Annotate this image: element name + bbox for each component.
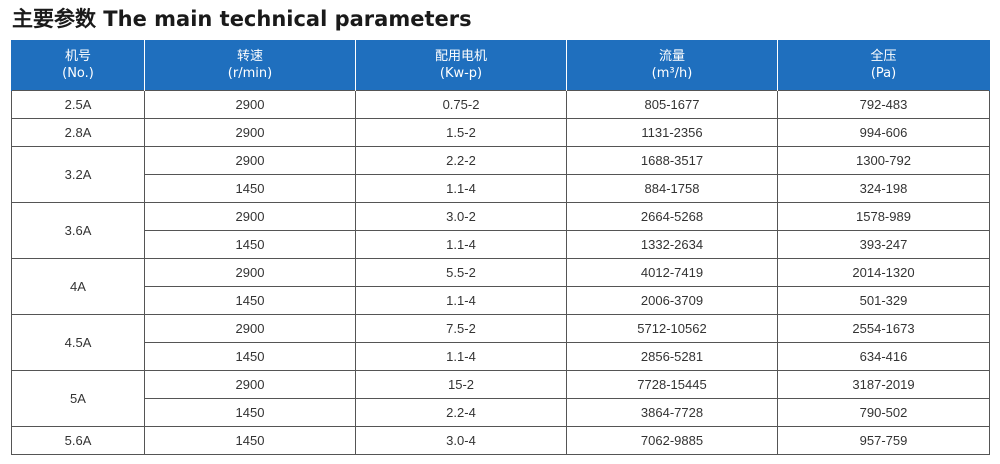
flow-cell: 1332-2634	[566, 230, 778, 259]
speed-cell: 2900	[144, 258, 356, 287]
header-flow-en: (m³/h)	[651, 66, 693, 81]
header-motor: 配用电机 (Kw-p)	[355, 40, 567, 91]
speed-cell: 1450	[144, 174, 356, 203]
speed-cell: 2900	[144, 314, 356, 343]
table-row: 2.5A 2900 0.75-2 805-1677 792-483	[11, 90, 990, 119]
motor-cell: 5.5-2	[355, 258, 567, 287]
speed-cell: 2900	[144, 146, 356, 175]
speed-cell: 2900	[144, 118, 356, 147]
speed-cell: 2900	[144, 90, 356, 119]
speed-cell: 1450	[144, 286, 356, 315]
flow-cell: 5712-10562	[566, 314, 778, 343]
header-speed-cn: 转速	[236, 49, 263, 64]
flow-cell: 2664-5268	[566, 202, 778, 231]
header-model-en: (No.)	[62, 66, 94, 81]
speed-cell: 1450	[144, 230, 356, 259]
table-row: 1450 1.1-4 884-1758 324-198	[12, 174, 990, 203]
table-row: 1450 1.1-4 2856-5281 634-416	[12, 342, 990, 371]
motor-cell: 1.1-4	[355, 174, 567, 203]
model-cell: 4.5A	[11, 314, 145, 371]
pressure-cell: 790-502	[777, 398, 990, 427]
table-row: 5A 2900 15-2 7728-15445 3187-2019	[11, 370, 990, 427]
pressure-cell: 393-247	[777, 230, 990, 259]
speed-cell: 1450	[144, 426, 356, 455]
pressure-cell: 324-198	[777, 174, 990, 203]
parameters-table: 机号 (No.) 转速 (r/min) 配用电机 (Kw-p) 流量 (m³/h…	[11, 40, 990, 455]
table-row: 1450 1.1-4 2006-3709 501-329	[12, 286, 990, 315]
pressure-cell: 501-329	[777, 286, 990, 315]
flow-cell: 7728-15445	[566, 370, 778, 399]
model-cell: 2.5A	[11, 90, 145, 119]
pressure-cell: 994-606	[777, 118, 990, 147]
motor-cell: 7.5-2	[355, 314, 567, 343]
table-row: 1450 2.2-4 3864-7728 790-502	[12, 398, 990, 427]
header-flow: 流量 (m³/h)	[566, 40, 778, 91]
motor-cell: 3.0-4	[355, 426, 567, 455]
flow-cell: 805-1677	[566, 90, 778, 119]
header-model: 机号 (No.)	[11, 40, 145, 91]
flow-cell: 884-1758	[566, 174, 778, 203]
pressure-cell: 3187-2019	[777, 370, 990, 399]
flow-cell: 1131-2356	[566, 118, 778, 147]
model-cell: 3.6A	[11, 202, 145, 259]
flow-cell: 2856-5281	[566, 342, 778, 371]
header-pressure-cn: 全压	[870, 49, 897, 64]
header-flow-cn: 流量	[658, 49, 685, 64]
model-cell: 5A	[11, 370, 145, 427]
pressure-cell: 1300-792	[777, 146, 990, 175]
flow-cell: 2006-3709	[566, 286, 778, 315]
speed-cell: 1450	[144, 342, 356, 371]
table-row: 3.2A 2900 2.2-2 1688-3517 1300-792	[11, 146, 990, 203]
speed-cell: 1450	[144, 398, 356, 427]
motor-cell: 3.0-2	[355, 202, 567, 231]
motor-cell: 1.5-2	[355, 118, 567, 147]
flow-cell: 1688-3517	[566, 146, 778, 175]
table-row: 5.6A 1450 3.0-4 7062-9885 957-759	[11, 426, 990, 455]
model-cell: 3.2A	[11, 146, 145, 203]
motor-cell: 0.75-2	[355, 90, 567, 119]
motor-cell: 1.1-4	[355, 230, 567, 259]
model-cell: 4A	[11, 258, 145, 315]
table-row: 4.5A 2900 7.5-2 5712-10562 2554-1673	[11, 314, 990, 371]
table-row: 1450 1.1-4 1332-2634 393-247	[12, 230, 990, 259]
motor-cell: 2.2-4	[355, 398, 567, 427]
pressure-cell: 634-416	[777, 342, 990, 371]
motor-cell: 1.1-4	[355, 286, 567, 315]
header-pressure-en: (Pa)	[870, 66, 897, 81]
header-motor-en: (Kw-p)	[439, 66, 483, 81]
table-row: 2.8A 2900 1.5-2 1131-2356 994-606	[11, 118, 990, 147]
model-cell: 5.6A	[11, 426, 145, 455]
pressure-cell: 957-759	[777, 426, 990, 455]
table-row: 4A 2900 5.5-2 4012-7419 2014-1320	[11, 258, 990, 315]
page-title: 主要参数 The main technical parameters	[12, 7, 472, 31]
motor-cell: 2.2-2	[355, 146, 567, 175]
header-pressure: 全压 (Pa)	[777, 40, 990, 91]
flow-cell: 3864-7728	[566, 398, 778, 427]
header-speed-en: (r/min)	[227, 66, 273, 81]
header-speed: 转速 (r/min)	[144, 40, 356, 91]
pressure-cell: 2554-1673	[777, 314, 990, 343]
header-model-cn: 机号	[64, 49, 91, 64]
motor-cell: 15-2	[355, 370, 567, 399]
pressure-cell: 792-483	[777, 90, 990, 119]
flow-cell: 4012-7419	[566, 258, 778, 287]
speed-cell: 2900	[144, 370, 356, 399]
flow-cell: 7062-9885	[566, 426, 778, 455]
table-row: 3.6A 2900 3.0-2 2664-5268 1578-989	[11, 202, 990, 259]
pressure-cell: 1578-989	[777, 202, 990, 231]
motor-cell: 1.1-4	[355, 342, 567, 371]
pressure-cell: 2014-1320	[777, 258, 990, 287]
model-cell: 2.8A	[11, 118, 145, 147]
speed-cell: 2900	[144, 202, 356, 231]
table-header-row: 机号 (No.) 转速 (r/min) 配用电机 (Kw-p) 流量 (m³/h…	[11, 40, 990, 91]
header-motor-cn: 配用电机	[434, 49, 487, 64]
